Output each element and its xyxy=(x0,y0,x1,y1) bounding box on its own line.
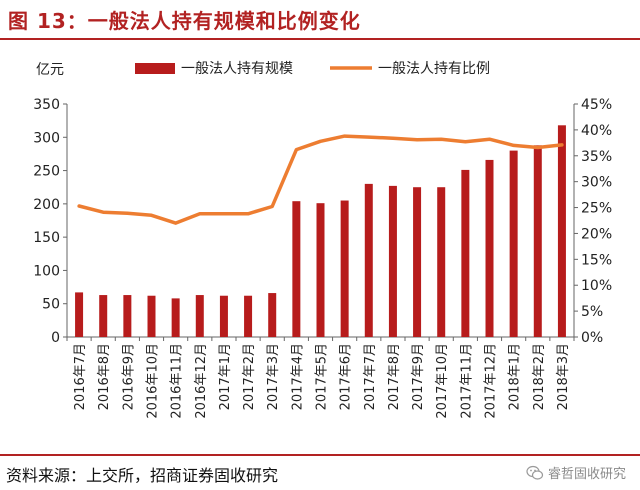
brand-name: 睿哲固收研究 xyxy=(547,467,626,482)
y2-tick-label: 45% xyxy=(581,97,612,113)
chart-area: 亿元 一般法人持有规模 一般法人持有比例 0 50 100 150 200 250 300 3… xyxy=(0,42,640,454)
y-tick-label: 150 xyxy=(33,230,60,246)
line-point xyxy=(489,138,490,140)
bar xyxy=(364,183,373,337)
bar xyxy=(219,295,228,337)
line-point xyxy=(561,144,563,146)
x-tick-label: 2017年2月 xyxy=(242,343,257,410)
bar xyxy=(268,293,277,337)
x-tick-label: 2018年2月 xyxy=(532,343,547,410)
y-tick-label: 350 xyxy=(33,97,60,113)
x-tick-label: 2017年9月 xyxy=(411,343,426,410)
bar xyxy=(533,145,542,337)
bar xyxy=(509,150,518,337)
x-tick-label: 2017年5月 xyxy=(315,343,330,410)
x-tick-label: 2016年8月 xyxy=(97,343,112,410)
chart-title: 图 13：一般法人持有规模和比例变化 xyxy=(8,8,361,33)
y-tick-label: 250 xyxy=(33,164,60,180)
bar xyxy=(461,169,470,337)
x-tick-label: 2017年1月 xyxy=(218,343,233,410)
bar xyxy=(99,295,108,337)
bar xyxy=(485,159,494,337)
y-tick-label: 300 xyxy=(33,130,60,146)
line-point xyxy=(199,213,201,215)
line-point xyxy=(151,214,152,216)
bar xyxy=(316,203,325,337)
line-point xyxy=(247,213,249,215)
x-tick-label: 2017年7月 xyxy=(363,343,378,410)
line-point xyxy=(295,149,297,151)
line-point xyxy=(440,138,442,140)
x-tick-label: 2016年11月 xyxy=(170,343,185,419)
footer: 资料来源：上交所，招商证券固收研究 睿哲固收研究 xyxy=(0,454,640,490)
line-point xyxy=(102,211,104,213)
x-tick-label: 2017年10月 xyxy=(435,343,450,419)
bar xyxy=(388,185,397,337)
y2-tick-label: 15% xyxy=(581,252,612,268)
bar xyxy=(171,298,180,337)
legend-bar-swatch xyxy=(135,63,175,74)
y2-tick-label: 20% xyxy=(581,226,612,242)
line-point xyxy=(78,205,80,207)
x-tick-label: 2017年12月 xyxy=(484,343,499,419)
legend-line-label: 一般法人持有比例 xyxy=(378,61,490,77)
line-point xyxy=(344,135,346,137)
y-axis-unit-label: 亿元 xyxy=(36,62,64,78)
line-point xyxy=(175,222,177,224)
x-tick-label: 2018年3月 xyxy=(556,343,571,410)
bar xyxy=(123,295,132,337)
bar xyxy=(437,187,446,337)
x-tick-label: 2017年8月 xyxy=(387,343,402,410)
line-point xyxy=(416,139,418,141)
legend: 一般法人持有规模 一般法人持有比例 xyxy=(135,61,490,77)
line-point xyxy=(126,212,128,214)
legend-bar-label: 一般法人持有规模 xyxy=(181,61,293,77)
brand: 睿哲固收研究 xyxy=(526,463,626,482)
bar xyxy=(244,295,253,337)
x-tick-label: 2017年4月 xyxy=(290,343,305,410)
y2-tick-label: 0% xyxy=(581,330,603,346)
bar xyxy=(75,292,84,337)
title-bar: 图 13：一般法人持有规模和比例变化 xyxy=(0,0,640,40)
line-point xyxy=(223,213,225,215)
line-point xyxy=(368,136,370,138)
bar xyxy=(195,295,204,337)
x-tick-label: 2017年11月 xyxy=(459,343,474,419)
line-point xyxy=(320,140,321,142)
line-point xyxy=(392,137,394,139)
bar xyxy=(340,200,349,337)
y-tick-label: 0 xyxy=(51,330,60,346)
x-tick-label: 2017年6月 xyxy=(339,343,354,410)
bar xyxy=(147,295,156,337)
y2-tick-label: 40% xyxy=(581,123,612,139)
line-point xyxy=(537,146,539,148)
y2-tick-label: 35% xyxy=(581,149,612,165)
y-tick-label: 100 xyxy=(33,263,60,279)
y2-tick-label: 30% xyxy=(581,175,612,191)
y-tick-label: 50 xyxy=(42,297,60,313)
y2-tick-label: 10% xyxy=(581,278,612,294)
x-tick-label: 2016年12月 xyxy=(194,343,209,419)
y2-tick-label: 25% xyxy=(581,201,612,217)
bar xyxy=(413,187,422,337)
wechat-icon xyxy=(526,465,544,480)
y2-tick-label: 5% xyxy=(581,304,603,320)
line-point xyxy=(271,206,273,208)
x-tick-label: 2018年1月 xyxy=(508,343,523,410)
line-point xyxy=(464,141,466,143)
line-point xyxy=(513,144,515,146)
x-tick-label: 2016年7月 xyxy=(73,343,88,410)
source-note: 资料来源：上交所，招商证券固收研究 xyxy=(6,466,279,485)
y-tick-label: 200 xyxy=(33,197,60,213)
x-tick-label: 2017年3月 xyxy=(266,343,281,410)
x-tick-label: 2016年10月 xyxy=(146,343,161,419)
bar xyxy=(557,125,566,337)
bar xyxy=(292,201,301,337)
chart-svg: 亿元 一般法人持有规模 一般法人持有比例 0 50 100 150 200 250 300 3… xyxy=(33,61,612,419)
x-tick-label: 2016年9月 xyxy=(121,343,136,410)
